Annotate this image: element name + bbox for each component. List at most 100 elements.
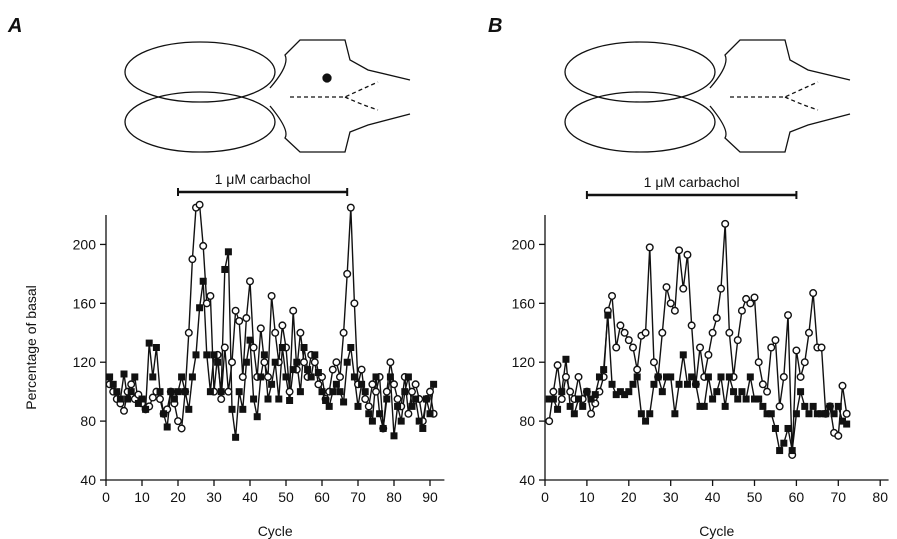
marker-square <box>549 395 557 403</box>
x-tick-label: 50 <box>747 489 763 505</box>
marker-square <box>408 402 416 410</box>
marker-square <box>257 373 265 381</box>
marker-square <box>826 402 834 410</box>
marker-circle <box>750 293 759 302</box>
marker-circle <box>372 387 381 396</box>
marker-square <box>759 402 767 410</box>
marker-square <box>562 355 570 363</box>
marker-circle <box>775 402 784 411</box>
marker-square <box>224 248 232 256</box>
marker-square <box>113 388 121 396</box>
marker-square <box>822 410 830 418</box>
marker-circle <box>220 343 229 352</box>
marker-square <box>188 373 196 381</box>
y-tick-label: 200 <box>73 236 97 252</box>
marker-square <box>278 344 286 351</box>
marker-circle <box>624 336 633 345</box>
marker-square <box>566 402 574 410</box>
marker-circle <box>767 343 776 352</box>
marker-square <box>401 388 409 396</box>
marker-circle <box>426 387 435 396</box>
marker-square <box>268 380 276 388</box>
marker-square <box>156 388 164 396</box>
y-tick-label: 160 <box>512 295 536 311</box>
marker-square <box>721 402 729 410</box>
marker-circle <box>641 328 650 337</box>
marker-circle <box>310 358 319 367</box>
marker-square <box>282 373 290 381</box>
marker-circle <box>361 395 370 404</box>
marker-circle <box>587 409 596 418</box>
marker-circle <box>758 380 767 389</box>
marker-square <box>178 373 186 381</box>
marker-circle <box>390 380 399 389</box>
marker-circle <box>792 346 801 355</box>
marker-square <box>376 410 384 418</box>
marker-circle <box>267 291 276 300</box>
marker-circle <box>346 203 355 212</box>
marker-square <box>235 388 243 396</box>
marker-circle <box>658 328 667 337</box>
marker-square <box>412 395 420 403</box>
marker-square <box>658 388 666 396</box>
marker-circle <box>612 343 621 352</box>
marker-square <box>289 366 297 374</box>
marker-square <box>805 410 813 418</box>
marker-circle <box>838 381 847 390</box>
marker-square <box>174 388 182 396</box>
marker-circle <box>696 343 705 352</box>
marker-square <box>300 344 308 351</box>
marker-square <box>318 388 326 396</box>
marker-circle <box>662 283 671 292</box>
marker-circle <box>633 365 642 374</box>
marker-circle <box>566 387 575 396</box>
marker-circle <box>779 372 788 381</box>
marker-square <box>163 423 171 431</box>
x-tick-label: 10 <box>134 489 150 505</box>
marker-square <box>142 405 150 413</box>
marker-circle <box>687 321 696 330</box>
marker-square <box>246 336 254 344</box>
marker-square <box>683 380 691 388</box>
marker-square <box>654 373 662 381</box>
marker-circle <box>184 328 193 337</box>
marker-circle <box>202 299 211 308</box>
marker-square <box>554 405 562 413</box>
marker-square <box>260 351 268 359</box>
marker-square <box>788 447 796 455</box>
panel-label: A <box>7 15 22 37</box>
marker-square <box>570 410 578 418</box>
marker-square <box>210 351 218 359</box>
marker-square <box>253 413 261 421</box>
y-tick-label: 200 <box>512 236 536 252</box>
marker-square <box>751 395 758 403</box>
marker-circle <box>574 372 583 381</box>
marker-square <box>354 402 362 410</box>
marker-circle <box>238 372 247 381</box>
y-tick-label: 40 <box>519 472 535 488</box>
marker-square <box>725 373 733 381</box>
marker-square <box>138 395 146 403</box>
marker-square <box>307 373 315 381</box>
x-tick-label: 20 <box>621 489 637 505</box>
x-tick-label: 40 <box>705 489 721 505</box>
y-tick-label: 160 <box>73 295 97 311</box>
x-tick-label: 80 <box>872 489 888 505</box>
marker-square <box>271 358 279 366</box>
marker-square <box>625 388 633 396</box>
marker-square <box>587 395 595 403</box>
marker-circle <box>227 358 236 367</box>
marker-square <box>185 405 193 413</box>
marker-square <box>361 388 369 396</box>
marker-circle <box>393 395 402 404</box>
marker-square <box>332 380 340 388</box>
marker-circle <box>683 250 692 259</box>
marker-circle <box>804 328 813 337</box>
marker-circle <box>127 380 136 389</box>
x-tick-label: 50 <box>278 489 294 505</box>
marker-square <box>797 388 805 396</box>
marker-circle <box>763 387 772 396</box>
marker-square <box>181 388 189 396</box>
marker-square <box>368 417 376 425</box>
